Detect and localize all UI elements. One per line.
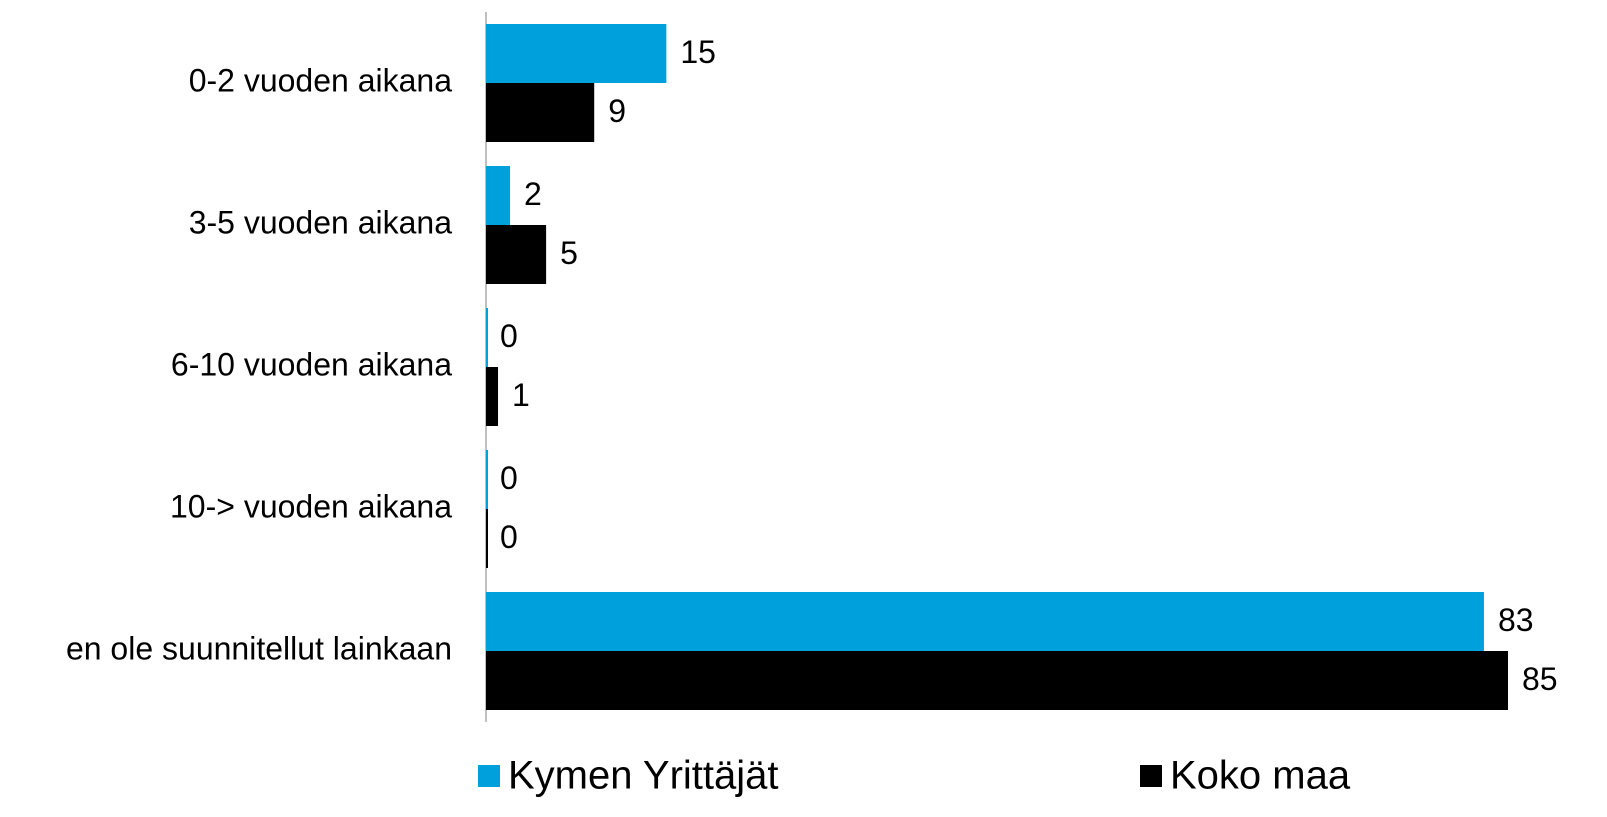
category-label: 6-10 vuoden aikana xyxy=(171,346,452,382)
bar xyxy=(486,450,488,509)
value-label: 0 xyxy=(500,460,518,496)
bar xyxy=(486,308,488,367)
bar xyxy=(486,83,595,142)
value-label: 9 xyxy=(608,93,626,129)
bar xyxy=(486,592,1484,651)
value-label: 0 xyxy=(500,519,518,555)
category-label: 10-> vuoden aikana xyxy=(170,488,452,524)
legend-swatch xyxy=(478,765,500,787)
bar xyxy=(486,367,499,426)
value-label: 5 xyxy=(560,235,578,271)
bar xyxy=(486,225,547,284)
bar xyxy=(486,651,1508,710)
value-label: 2 xyxy=(524,176,542,212)
value-label: 85 xyxy=(1522,661,1558,697)
value-label: 15 xyxy=(680,34,716,70)
category-label: 3-5 vuoden aikana xyxy=(189,204,453,240)
legend-label: Kymen Yrittäjät xyxy=(508,754,779,798)
value-label: 1 xyxy=(512,377,530,413)
bar xyxy=(486,166,511,225)
category-label: en ole suunnitellut lainkaan xyxy=(66,630,452,666)
category-label: 0-2 vuoden aikana xyxy=(189,62,453,98)
legend-swatch xyxy=(1140,765,1162,787)
bar xyxy=(486,24,667,83)
legend-label: Koko maa xyxy=(1170,754,1351,798)
value-label: 83 xyxy=(1498,602,1534,638)
bar xyxy=(486,509,488,568)
value-label: 0 xyxy=(500,318,518,354)
